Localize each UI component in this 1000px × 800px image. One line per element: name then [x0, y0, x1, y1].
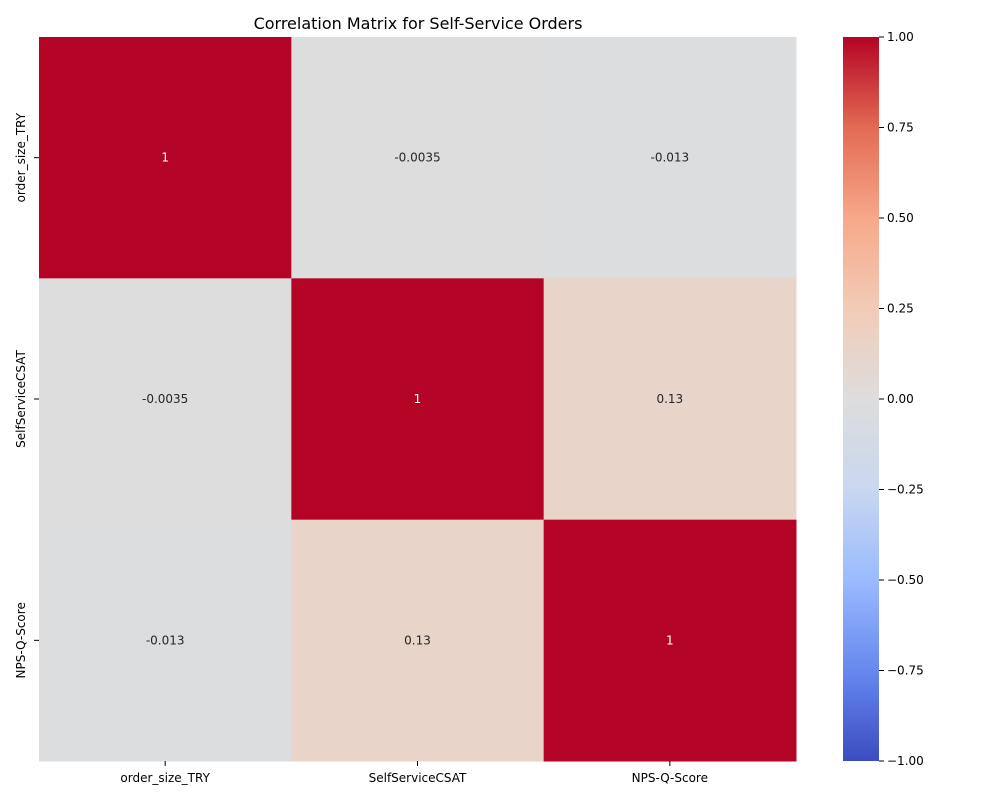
heatmap-cell	[39, 519, 292, 762]
heatmap-cell	[291, 278, 545, 521]
heatmap-cell	[291, 37, 545, 279]
heatmap-cell	[543, 37, 797, 279]
heatmap-cell	[543, 278, 797, 521]
cell-value-label: -0.013	[650, 151, 689, 165]
chart-title: Correlation Matrix for Self-Service Orde…	[254, 14, 583, 33]
cell-value-label: 0.13	[404, 633, 431, 647]
cell-value-label: -0.0035	[394, 151, 440, 165]
heatmap-cell	[39, 278, 292, 521]
x-tick-label: SelfServiceCSAT	[369, 771, 467, 785]
cell-value-label: 0.13	[656, 392, 683, 406]
x-tick-label: order_size_TRY	[120, 771, 210, 785]
colorbar-tick-label: −1.00	[887, 754, 924, 768]
y-tick-label: order_size_TRY	[14, 112, 28, 202]
cell-value-label: 1	[161, 151, 169, 165]
colorbar-tick-label: −0.50	[887, 573, 924, 587]
colorbar-tick-label: −0.25	[887, 483, 924, 497]
cell-value-label: -0.013	[146, 633, 185, 647]
heatmap-cells: 1 -0.0035 -0.013 -0.0035 1 0.13 -0.013 0.13 1	[39, 37, 797, 762]
colorbar-gradient	[843, 37, 879, 761]
y-tick-label: NPS-Q-Score	[14, 602, 28, 678]
cell-value-label: 1	[666, 633, 674, 647]
cell-value-label: -0.0035	[142, 392, 188, 406]
colorbar-tick-label: 0.75	[887, 121, 914, 135]
x-tick-label: NPS-Q-Score	[632, 771, 708, 785]
heatmap-cell	[39, 37, 292, 279]
heatmap-cell	[291, 519, 545, 762]
colorbar-tick-label: 1.00	[887, 30, 914, 44]
y-tick-label: SelfServiceCSAT	[14, 349, 28, 447]
y-axis: order_size_TRY SelfServiceCSAT NPS-Q-Score	[14, 112, 39, 678]
colorbar-tick-label: 0.50	[887, 211, 914, 225]
colorbar: 1.00 0.75 0.50 0.25 0.00 −0.25 −0.50 −0.75 −1.00	[843, 30, 924, 768]
heatmap-cell	[543, 519, 797, 762]
cell-value-label: 1	[414, 392, 422, 406]
colorbar-tick-label: 0.00	[887, 392, 914, 406]
x-axis: order_size_TRY SelfServiceCSAT NPS-Q-Score	[120, 761, 708, 785]
colorbar-tick-label: 0.25	[887, 302, 914, 316]
colorbar-tick-label: −0.75	[887, 664, 924, 678]
